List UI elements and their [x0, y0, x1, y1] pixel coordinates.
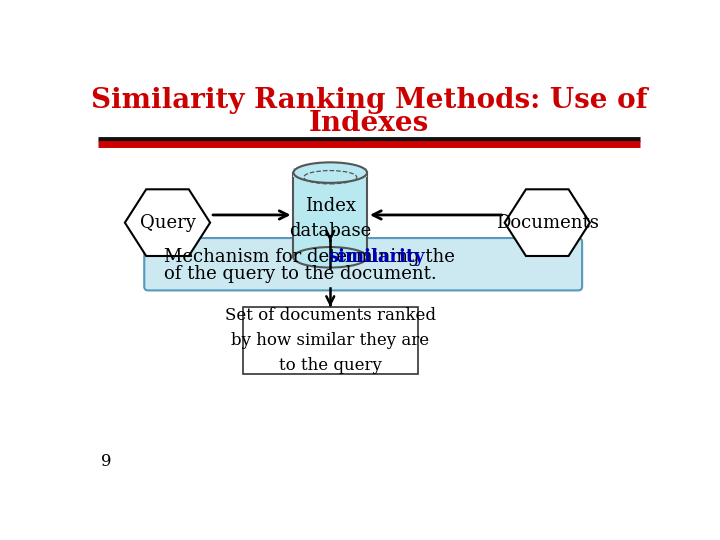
Ellipse shape: [294, 163, 367, 183]
Text: Indexes: Indexes: [309, 110, 429, 137]
Text: of the query to the document.: of the query to the document.: [163, 265, 436, 284]
FancyBboxPatch shape: [294, 173, 367, 257]
Text: 9: 9: [101, 453, 112, 470]
Text: Documents: Documents: [496, 214, 599, 232]
Text: Set of documents ranked
by how similar they are
to the query: Set of documents ranked by how similar t…: [225, 307, 436, 374]
FancyBboxPatch shape: [294, 168, 367, 177]
Text: Mechanism for determining the: Mechanism for determining the: [163, 247, 460, 266]
Polygon shape: [505, 190, 590, 256]
Text: Similarity Ranking Methods: Use of: Similarity Ranking Methods: Use of: [91, 87, 647, 114]
Ellipse shape: [294, 247, 367, 267]
FancyBboxPatch shape: [144, 238, 582, 291]
Text: Query: Query: [140, 214, 195, 232]
Text: similarity: similarity: [328, 247, 425, 266]
FancyBboxPatch shape: [243, 307, 418, 374]
Text: Index
database: Index database: [289, 197, 372, 240]
Polygon shape: [125, 190, 210, 256]
